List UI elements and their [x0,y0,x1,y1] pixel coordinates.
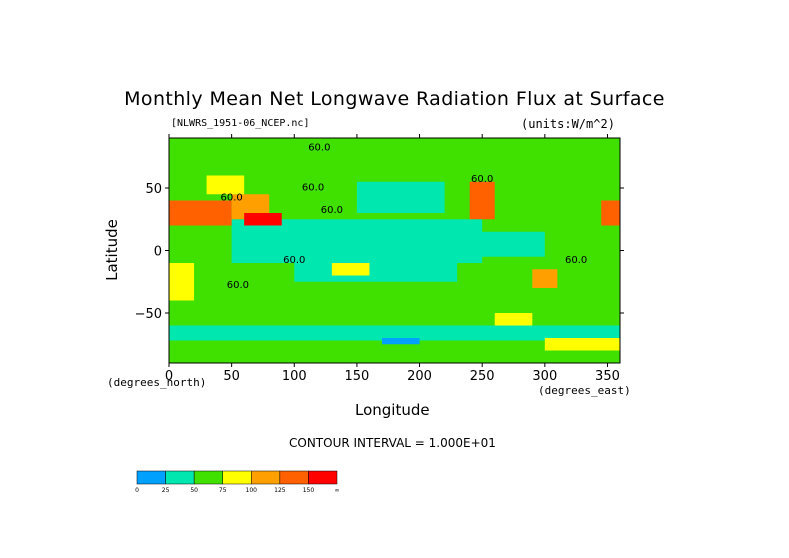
field-region [294,263,458,282]
contour-value-label: 60.0 [471,174,493,185]
field-region [532,269,558,288]
colorbar-level-label: 75 [219,487,227,494]
dataset-label: [NLWRS_1951-06_NCEP.nc] [171,118,310,129]
x-tick-label: 350 [595,369,620,384]
contour-interval-label: CONTOUR INTERVAL = 1.000E+01 [289,436,496,450]
colorbar-swatch [193,470,223,485]
y-tick-label: 0 [154,245,162,260]
field-region [244,213,282,226]
colorbar-swatch [222,470,252,485]
contour-value-label: 60.0 [321,205,343,216]
x-tick-label: 150 [345,369,370,384]
field-region [356,181,445,213]
field-region [169,263,195,301]
colorbar-swatch [136,470,166,485]
colorbar-swatch [279,470,309,485]
colorbar-level-label: 0 [135,487,139,494]
chart-title: Monthly Mean Net Longwave Radiation Flux… [124,88,665,110]
y-tick-label: 50 [145,182,162,197]
x-tick-label: 100 [282,369,307,384]
field-region [231,219,483,263]
contour-value-label: 60.0 [283,255,305,266]
field-region [206,175,245,195]
x-tick-label: 300 [532,369,557,384]
field-region [469,181,495,220]
contour-value-label: 60.0 [227,280,249,291]
colorbar-swatch [251,470,281,485]
colorbar-level-label: 125 [274,487,286,494]
colorbar-level-label: 50 [190,487,198,494]
contour-value-label: 60.0 [565,255,587,266]
contour-value-label: 60.0 [302,183,324,194]
colorbar-level-label: 150 [303,487,315,494]
y-tick-label: −50 [135,307,162,322]
colorbar-level-label: 25 [162,487,170,494]
field-region [169,200,232,226]
x-axis-label: Longitude [355,401,430,419]
colorbar-swatch [308,470,338,485]
field-region [169,325,620,341]
field-region [469,231,545,257]
field-region [601,200,620,226]
x-unit-label: (degrees_east) [538,384,631,397]
contour-value-label: 60.0 [308,143,330,154]
field-region [331,263,370,276]
colorbar-swatch [165,470,195,485]
field-region [381,338,420,345]
colorbar-level-label: 100 [246,487,258,494]
y-unit-label: (degrees_north) [107,376,207,389]
x-tick-label: 50 [223,369,240,384]
units-label: (units:W/m^2) [521,117,615,131]
field-region [544,338,620,351]
field-region [494,313,533,326]
colorbar-level-label: ∞ [335,487,340,494]
x-tick-label: 250 [470,369,495,384]
contour-value-label: 60.0 [221,193,243,204]
x-tick-label: 200 [407,369,432,384]
x-tick-label: 0 [165,369,173,384]
